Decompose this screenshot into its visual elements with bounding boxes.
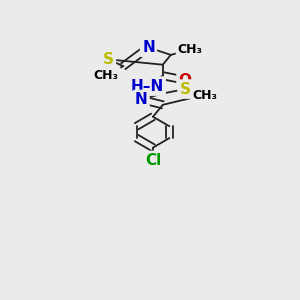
Text: CH₃: CH₃ [94,69,119,82]
Text: O: O [178,73,192,88]
Text: Cl: Cl [145,153,161,168]
Text: S: S [180,82,190,97]
Text: H–N: H–N [130,79,164,94]
Text: CH₃: CH₃ [178,43,203,56]
Text: CH₃: CH₃ [193,88,217,101]
Text: N: N [135,92,148,107]
Text: S: S [103,52,114,67]
Text: N: N [142,40,155,55]
